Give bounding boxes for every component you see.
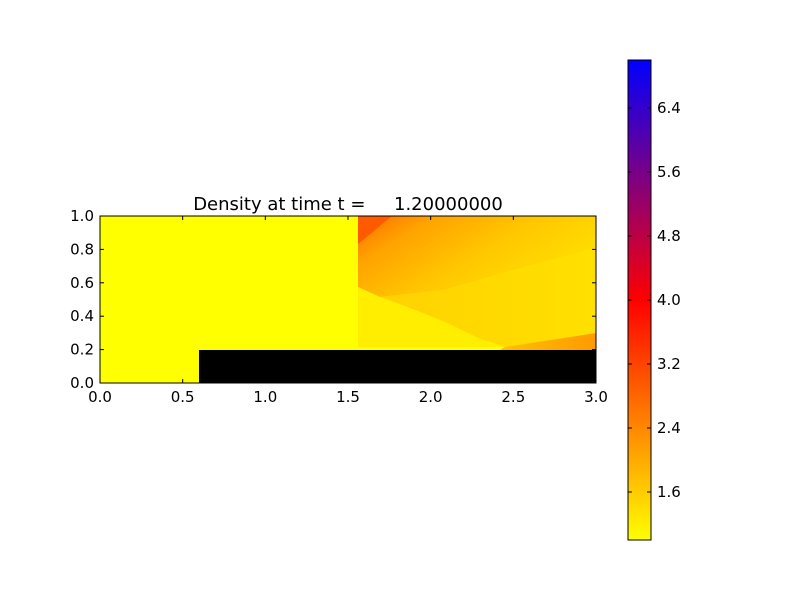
colorbar-tick-label: 5.6 xyxy=(657,163,681,181)
y-tick-label: 0.8 xyxy=(70,240,94,258)
post-shock-region xyxy=(358,216,596,297)
y-tick-label: 0.6 xyxy=(70,274,94,292)
x-tick-label: 0.0 xyxy=(88,388,112,406)
x-tick-label: 1.0 xyxy=(253,388,277,406)
colorbar-tick-label: 4.8 xyxy=(657,227,681,245)
y-tick-label: 0.4 xyxy=(70,307,94,325)
colorbar-tick-label: 4.0 xyxy=(657,291,681,309)
colorbar-ticks: 1.6 2.4 3.2 4.0 4.8 5.6 6.4 xyxy=(628,99,681,501)
chart-title: Density at time t = 1.20000000 xyxy=(193,194,503,215)
y-axis: 0.0 0.2 0.4 0.6 0.8 1.0 xyxy=(70,207,596,392)
colorbar-tick-label: 6.4 xyxy=(657,99,681,117)
reflected-shock-region xyxy=(500,333,596,350)
x-tick-label: 1.5 xyxy=(336,388,360,406)
y-tick-label: 0.2 xyxy=(70,341,94,359)
colorbar: 1.6 2.4 3.2 4.0 4.8 5.6 6.4 xyxy=(627,59,681,541)
mid-region xyxy=(380,248,596,347)
x-axis: 0.0 0.5 1.0 1.5 2.0 2.5 3.0 xyxy=(88,216,608,406)
x-tick-label: 2.5 xyxy=(501,388,525,406)
density-field xyxy=(100,216,596,383)
shock-wedge-region xyxy=(358,287,505,347)
x-tick-label: 2.0 xyxy=(419,388,443,406)
shock-corner-peak xyxy=(358,216,392,244)
x-tick-label: 0.5 xyxy=(171,388,195,406)
x-tick-label: 3.0 xyxy=(584,388,608,406)
colorbar-tick-label: 2.4 xyxy=(657,419,681,437)
colorbar-tick-label: 1.6 xyxy=(657,483,681,501)
obstacle-step xyxy=(199,350,596,383)
y-tick-label: 1.0 xyxy=(70,207,94,225)
y-tick-label: 0.0 xyxy=(70,374,94,392)
colorbar-tick-label: 3.2 xyxy=(657,355,681,373)
